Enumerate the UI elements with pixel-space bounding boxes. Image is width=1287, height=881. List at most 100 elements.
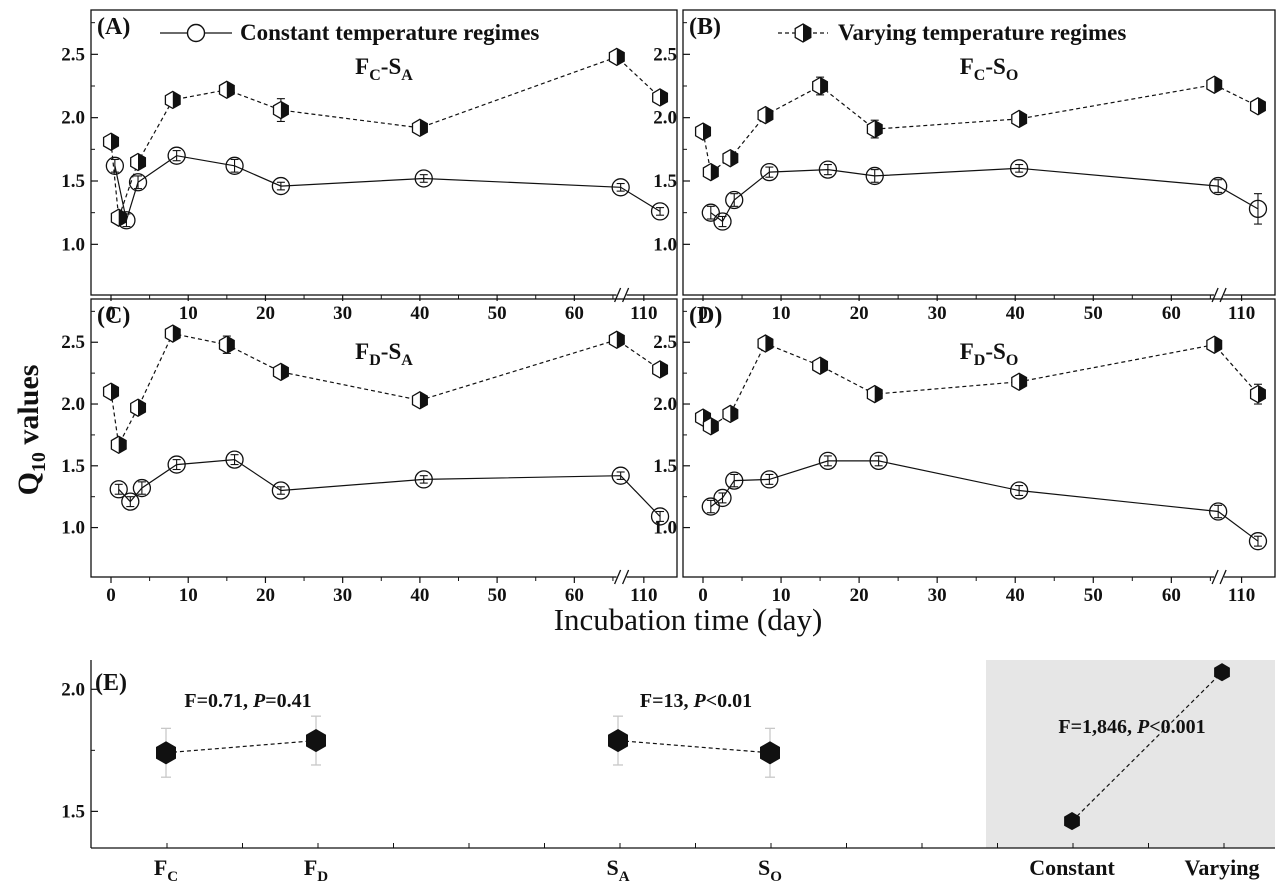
point-varying-a-4 [218,80,235,100]
point-constant-a-3 [167,146,186,165]
y-tick-label-c-2: 2.0 [61,394,85,415]
panel-e-category-1-1: SO [758,855,782,881]
x-tick-label-b-3: 30 [928,303,947,324]
panel-label-a: (A) [97,14,130,40]
y-tick-label-d-0: 1.0 [653,518,677,539]
legend-varying: Varying temperature regimes [778,20,1126,45]
legend-varying-hexagon [794,23,812,43]
x-tick-label-c-5: 50 [488,585,507,606]
y-tick-label-c-3: 2.5 [61,332,85,353]
point-varying-d-7-fill [1214,336,1222,354]
x-tick-label-c-3: 30 [333,585,352,606]
x-tick-label-c-0: 0 [106,585,116,606]
panel-b: 1.0 1.5 2.0 2.5 0 10 20 30 40 50 60 110 (B) FC-SO [653,9,1276,324]
panel-e-shade [986,660,1275,848]
y-tick-label-d-1: 1.5 [653,456,677,477]
y-tick-label-d-2: 2.0 [653,394,677,415]
panel-e-stat-prefix-1: F=13, [640,690,694,712]
x-tick-label-d-3: 30 [928,585,947,606]
point-varying-b-1 [702,162,719,182]
point-varying-c-0 [102,382,120,401]
y-axis-label-main: Q [12,472,45,495]
point-varying-a-3-fill [172,91,181,109]
point-constant-b-2 [725,190,744,210]
panel-e-stat-prefix-2: F=1,846, [1058,716,1137,738]
x-tick-label-d-4: 40 [1006,585,1025,606]
panel-a: 1.0 1.5 2.0 2.5 0 10 20 30 40 50 60 110 (A) FC-SA [61,9,678,324]
point-constant-b-0 [701,203,720,222]
panel-e-category-main-2-0: Constant [1029,855,1115,880]
point-constant-b-4 [818,160,838,179]
point-varying-c-7 [608,330,625,350]
point-varying-d-8-fill [1258,385,1266,403]
x-tick-label-b-5: 50 [1084,303,1103,324]
series-line-a-varying [110,56,661,218]
panel-title-c: FD-SA [355,339,413,369]
panel-e-category-sub-1-1: O [770,869,782,881]
point-varying-a-8 [652,88,669,107]
x-tick-label-a-7: 110 [630,303,657,324]
panel-e-stat-suffix-2: <0.001 [1149,716,1205,738]
point-varying-a-0 [102,132,120,151]
x-tick-label-b-7: 110 [1228,303,1255,324]
y-tick-label-b-2: 2.0 [653,108,677,129]
point-constant-d-4 [818,451,838,471]
panel-title-d-main: F [960,339,974,364]
panel-e-y-tick-label-0: 1.5 [61,801,85,822]
point-varying-b-7 [1206,75,1223,94]
point-varying-a-6-fill [419,119,428,137]
point-varying-d-5-fill [874,385,883,403]
point-constant-c-2 [132,478,152,498]
series-line-d-varying [702,342,1259,428]
panel-e-stat-prefix-0: F=0.71, [184,690,253,712]
point-constant-d-3 [760,470,779,489]
point-varying-b-8-fill [1258,97,1266,115]
x-tick-label-b-6: 60 [1162,303,1181,324]
axis-break-left-c [613,569,622,585]
point-varying-a-2-fill [138,153,146,171]
panel-e-category-2-0: Constant [1029,855,1115,880]
panel-title-b: FC-SO [960,54,1019,84]
series-line-c-constant [118,458,661,517]
line-panels: 1.01.52.02.50 10 20 30 40 50 60 110(A)FC-SA1.01… [61,9,1276,606]
point-varying-d-6 [1011,372,1028,392]
panel-e-point-2-1 [1214,663,1230,682]
point-constant-b-5 [865,166,884,186]
point-varying-a-2 [130,152,147,172]
point-varying-d-3 [757,334,774,353]
point-varying-a-1-fill [118,209,127,227]
point-varying-b-2-fill [730,149,738,167]
panel-e-stat-1: F=13, P<0.01 [640,690,752,712]
panel-e-link-0 [165,739,317,754]
point-varying-d-2-fill [730,405,738,423]
point-constant-c-4 [225,450,244,469]
panel-e-link-2 [1071,671,1223,822]
point-constant-d-5 [869,451,888,471]
series-line-d-constant [710,460,1259,542]
y-axis-label-rest: values [12,365,45,453]
y-axis-label-sub: 10 [28,452,50,472]
point-varying-c-0-fill [111,383,119,401]
panel-e-category-sub-0-0: C [167,869,178,881]
point-varying-d-5 [866,384,883,404]
point-constant-a-5 [271,176,291,196]
y-axis-label: Q10 values [12,365,50,496]
panel-label-c: (C) [97,303,130,329]
point-varying-c-2 [130,398,147,417]
panel-e-category-0-1: FD [304,855,328,881]
axis-break-right-a [621,287,630,303]
point-constant-c-7 [611,466,630,485]
point-varying-a-3 [164,90,181,110]
point-varying-b-8 [1249,97,1266,116]
panel-title-d: FD-SO [960,339,1019,369]
point-varying-b-3-fill [765,106,773,124]
x-tick-label-a-3: 30 [333,303,352,324]
point-constant-b-6 [1009,159,1029,178]
point-varying-c-3 [164,324,181,343]
x-tick-label-a-0: 0 [106,303,116,324]
point-varying-a-4-fill [226,81,235,99]
y-tick-label-b-3: 2.5 [653,44,677,65]
panel-e-link-1 [617,739,771,754]
point-varying-b-4-fill [820,77,828,95]
